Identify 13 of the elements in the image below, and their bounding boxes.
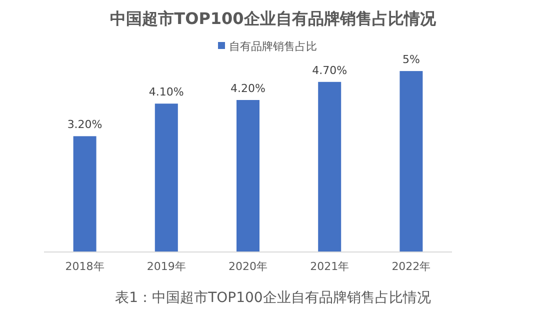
legend: 自有品牌销售占比 [229, 40, 317, 53]
data-label: 4.20% [230, 82, 266, 95]
x-tick: 2021年 [310, 260, 350, 273]
x-tick: 2022年 [392, 260, 431, 273]
x-tick: 2019年 [146, 260, 186, 273]
data-label: 4.70% [312, 64, 348, 77]
data-label: 4.10% [148, 86, 184, 99]
annotation: 表1：中国超市TOP100企业自有品牌销售占比情况 [115, 290, 431, 306]
x-tick: 2020年 [228, 260, 268, 273]
title: 中国超市TOP100企业自有品牌销售占比情况 [110, 9, 436, 28]
data-label: 3.20% [67, 118, 102, 132]
data-label: 5% [402, 53, 420, 66]
x-tick: 2018年 [65, 260, 104, 273]
